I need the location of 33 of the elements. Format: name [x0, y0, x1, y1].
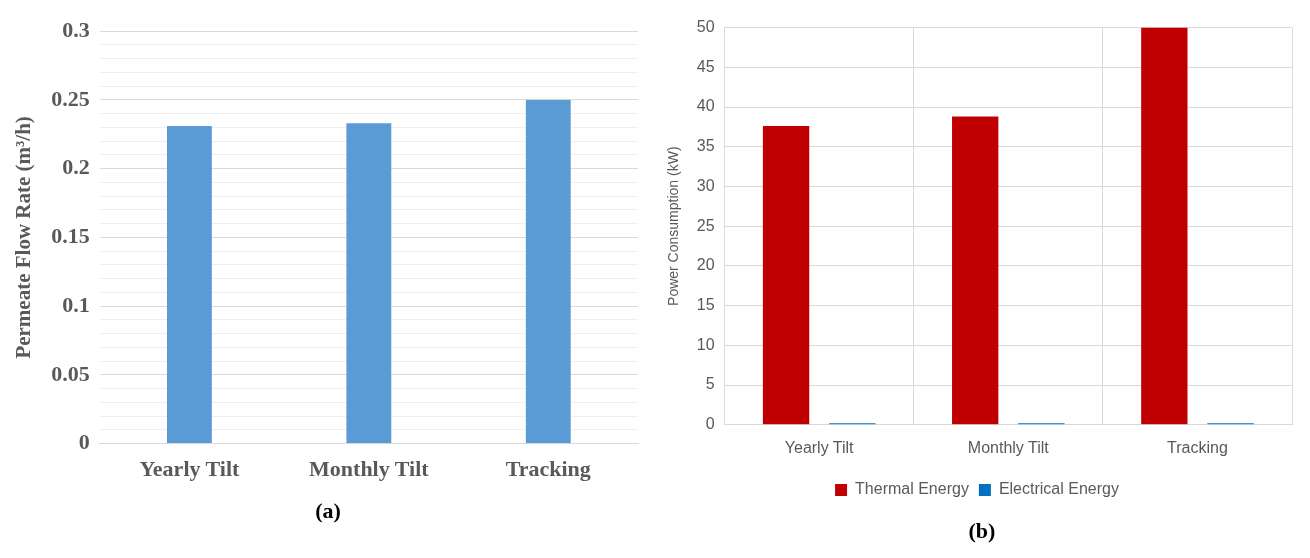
y-tick-label: 25	[696, 216, 715, 234]
legend-label: Thermal Energy	[855, 480, 969, 498]
y-tick-label: 30	[696, 176, 715, 194]
y-tick-label: 0.05	[51, 360, 90, 386]
y-tick-label: 0.1	[62, 291, 90, 317]
y-tick-label: 10	[696, 335, 715, 353]
y-tick-label: 15	[696, 296, 715, 314]
y-tick-label: 50	[696, 18, 715, 36]
y-tick-label: 5	[705, 375, 715, 393]
y-tick-label: 0.25	[51, 85, 90, 111]
y-axis-title: Power Consumption (kW)	[665, 146, 682, 306]
y-tick-label: 40	[696, 97, 715, 115]
y-tick-label: 35	[696, 137, 715, 155]
x-tick-label: Yearly Tilt	[139, 456, 241, 482]
x-tick-label: Monthly Tilt	[309, 456, 430, 482]
x-tick-label: Yearly Tilt	[784, 438, 855, 456]
y-axis-title: Permeate Flow Rate (m³/h)	[11, 116, 36, 359]
y-tick-label: 0	[705, 415, 715, 433]
y-tick-label: 20	[696, 256, 715, 274]
x-tick-label: Tracking	[1167, 438, 1228, 456]
text: (a)	[314, 498, 342, 524]
x-tick-label: Tracking	[505, 456, 591, 482]
y-tick-label: 0.2	[62, 154, 90, 180]
legend-label: Electrical Energy	[998, 480, 1119, 498]
bar	[1141, 27, 1188, 425]
y-tick-label: 0.15	[51, 223, 90, 249]
bar	[952, 116, 999, 425]
text: (b)	[967, 518, 997, 544]
bar	[762, 126, 810, 425]
x-tick-label: Monthly Tilt	[967, 438, 1050, 456]
y-tick-label: 0	[78, 429, 90, 455]
y-tick-label: 45	[696, 57, 715, 75]
y-tick-label: 0.3	[62, 16, 90, 42]
